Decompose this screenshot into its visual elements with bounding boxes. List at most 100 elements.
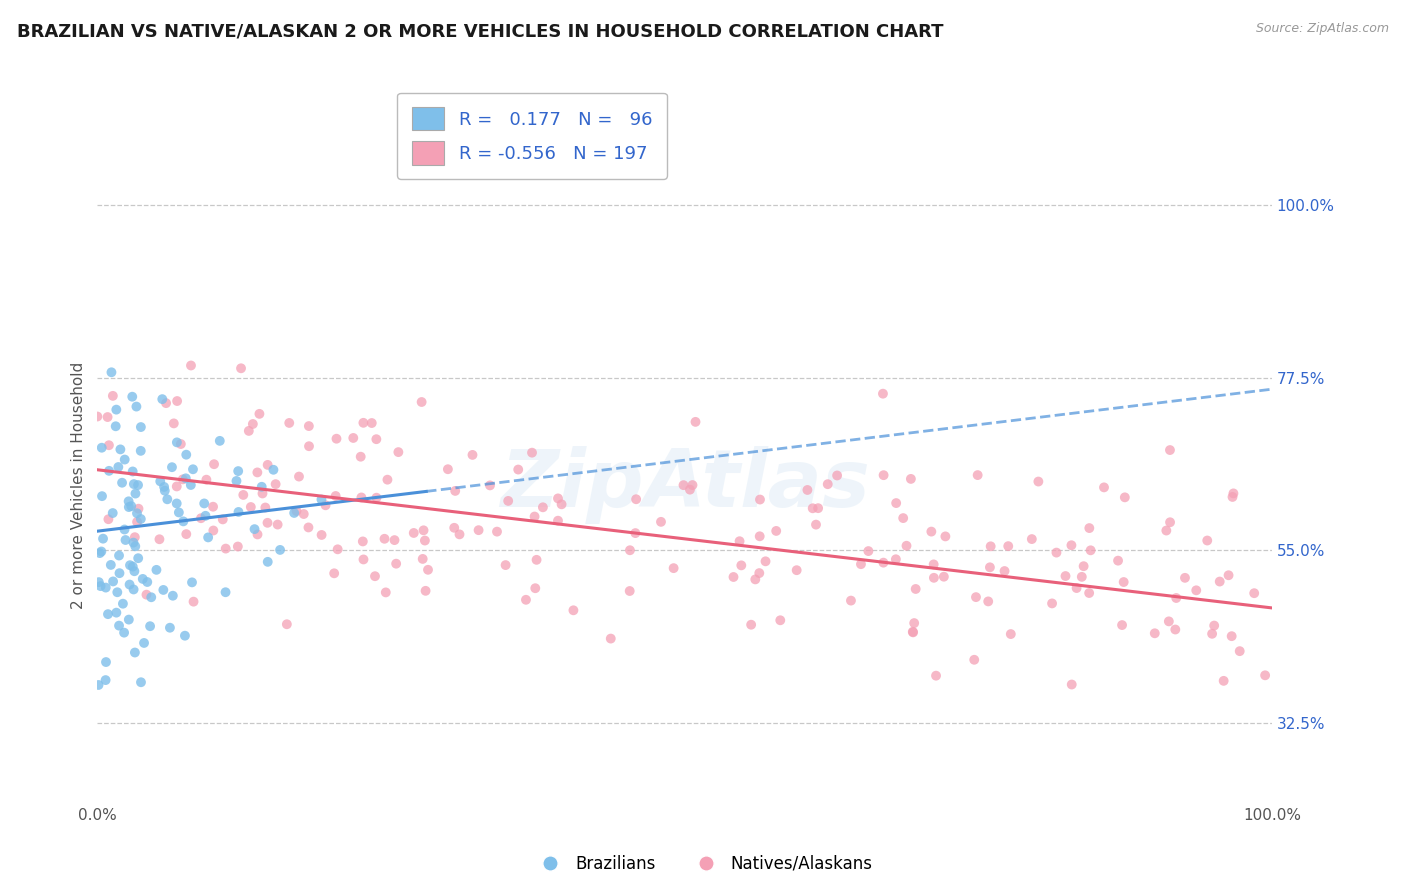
Point: [156, 492, 179, 507]
Point: [254, 500, 277, 515]
Point: [238, 424, 260, 438]
Point: [922, 571, 945, 585]
Point: [246, 527, 269, 541]
Text: ZipAtlas: ZipAtlas: [499, 446, 869, 524]
Point: [283, 506, 305, 520]
Point: [360, 416, 382, 430]
Point: [202, 500, 225, 514]
Point: [98, 464, 121, 478]
Point: [166, 435, 188, 450]
Point: [129, 443, 152, 458]
Point: [94, 581, 117, 595]
Point: [128, 501, 150, 516]
Point: [183, 595, 205, 609]
Point: [1157, 615, 1180, 629]
Point: [153, 483, 176, 498]
Point: [461, 448, 484, 462]
Point: [485, 524, 508, 539]
Point: [89, 546, 111, 560]
Point: [437, 462, 460, 476]
Point: [111, 475, 134, 490]
Point: [1220, 629, 1243, 643]
Point: [730, 558, 752, 573]
Point: [152, 582, 174, 597]
Point: [108, 618, 131, 632]
Point: [520, 445, 543, 459]
Point: [373, 532, 395, 546]
Point: [1159, 515, 1181, 529]
Point: [934, 529, 956, 543]
Point: [139, 619, 162, 633]
Point: [997, 539, 1019, 553]
Point: [1222, 490, 1244, 504]
Legend: Brazilians, Natives/Alaskans: Brazilians, Natives/Alaskans: [527, 848, 879, 880]
Point: [129, 675, 152, 690]
Point: [167, 505, 190, 519]
Point: [523, 509, 546, 524]
Point: [127, 551, 149, 566]
Point: [849, 557, 872, 571]
Point: [110, 442, 132, 457]
Point: [364, 569, 387, 583]
Point: [100, 365, 122, 379]
Point: [132, 636, 155, 650]
Point: [215, 541, 238, 556]
Point: [1201, 627, 1223, 641]
Point: [599, 632, 621, 646]
Point: [765, 524, 787, 538]
Point: [650, 515, 672, 529]
Point: [550, 497, 572, 511]
Point: [108, 549, 131, 563]
Point: [101, 389, 124, 403]
Point: [121, 390, 143, 404]
Point: [256, 516, 278, 530]
Point: [120, 499, 142, 513]
Point: [1209, 574, 1232, 589]
Point: [194, 508, 217, 523]
Point: [1054, 569, 1077, 583]
Point: [350, 450, 373, 464]
Point: [276, 617, 298, 632]
Point: [754, 554, 776, 568]
Point: [174, 448, 197, 462]
Point: [920, 524, 942, 539]
Point: [352, 416, 374, 430]
Point: [150, 392, 173, 406]
Point: [159, 621, 181, 635]
Point: [145, 563, 167, 577]
Point: [101, 574, 124, 589]
Point: [228, 505, 250, 519]
Point: [1218, 568, 1240, 582]
Point: [118, 500, 141, 514]
Point: [97, 512, 120, 526]
Point: [796, 483, 818, 497]
Point: [124, 530, 146, 544]
Point: [100, 558, 122, 572]
Point: [377, 473, 399, 487]
Point: [252, 486, 274, 500]
Point: [384, 533, 406, 548]
Point: [118, 577, 141, 591]
Point: [807, 501, 830, 516]
Point: [107, 460, 129, 475]
Point: [104, 419, 127, 434]
Point: [195, 473, 218, 487]
Point: [239, 500, 262, 514]
Point: [980, 539, 1002, 553]
Point: [872, 386, 894, 401]
Point: [1243, 586, 1265, 600]
Point: [162, 589, 184, 603]
Point: [91, 489, 114, 503]
Point: [1174, 571, 1197, 585]
Point: [90, 441, 112, 455]
Point: [1114, 491, 1136, 505]
Point: [124, 564, 146, 578]
Point: [1185, 583, 1208, 598]
Point: [1078, 521, 1101, 535]
Point: [141, 591, 163, 605]
Point: [1156, 524, 1178, 538]
Point: [444, 483, 467, 498]
Point: [91, 532, 114, 546]
Point: [225, 474, 247, 488]
Point: [180, 359, 202, 373]
